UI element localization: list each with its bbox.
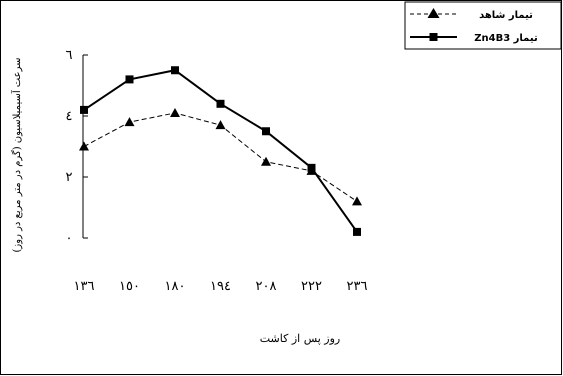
- legend-box: [404, 1, 562, 50]
- x-tick-label: ٢٠٨: [256, 279, 277, 294]
- y-tick-label: ٤: [66, 109, 73, 124]
- data-point-treatment: [216, 99, 225, 108]
- y-axis-title: سرعت آسیمیلاسیون (گرم در متر مربع در روز…: [10, 58, 23, 253]
- data-point-treatment: [80, 105, 88, 114]
- legend: تیمار شاهد تیمار Zn4B3: [404, 1, 562, 50]
- y-ticks: ٠ ٢ ٤ ٦: [66, 48, 88, 246]
- y-axis: ٠ ٢ ٤ ٦ سرعت آسیمیلاسیون (گرم در متر مربع د…: [10, 48, 88, 252]
- x-tick-label: ١٨٠: [165, 279, 186, 294]
- data-point-control: [79, 141, 89, 151]
- x-tick-label: ٢٣٦: [347, 279, 368, 294]
- data-point-control: [170, 107, 180, 117]
- data-point-treatment: [125, 75, 134, 84]
- y-tick-label: ٢: [66, 170, 73, 185]
- legend-label-treatment: تیمار Zn4B3: [474, 33, 538, 44]
- legend-marker-control: [427, 8, 440, 18]
- legend-marker-treatment: [429, 33, 438, 41]
- legend-label-control: تیمار شاهد: [479, 10, 533, 21]
- x-axis: ١٣٦ ١٥٠ ١٨٠ ١٩٤ ٢٠٨ ٢٢٢ ٢٣٦ روز پس از کاشت: [74, 279, 368, 345]
- x-axis-title: روز پس از کاشت: [260, 332, 341, 345]
- x-tick-label: ١٣٦: [74, 279, 95, 294]
- x-ticks: ١٣٦ ١٥٠ ١٨٠ ١٩٤ ٢٠٨ ٢٢٢ ٢٣٦: [74, 279, 368, 294]
- data-point-treatment: [307, 163, 316, 172]
- x-tick-label: ١٥٠: [119, 279, 140, 294]
- x-tick-label: ١٩٤: [210, 279, 231, 294]
- x-tick-label: ٢٢٢: [301, 279, 322, 294]
- data-point-control: [352, 196, 362, 206]
- data-point-treatment: [262, 127, 270, 136]
- data-point-treatment: [353, 227, 361, 236]
- y-tick-label: ٠: [66, 231, 73, 246]
- data-point-control: [215, 120, 226, 130]
- series-treatment-line: [83, 69, 358, 233]
- y-tick-label: ٦: [66, 48, 73, 63]
- data-point-treatment: [171, 66, 179, 75]
- series-group: [79, 66, 362, 236]
- data-point-control: [261, 156, 271, 166]
- data-point-control: [124, 117, 135, 127]
